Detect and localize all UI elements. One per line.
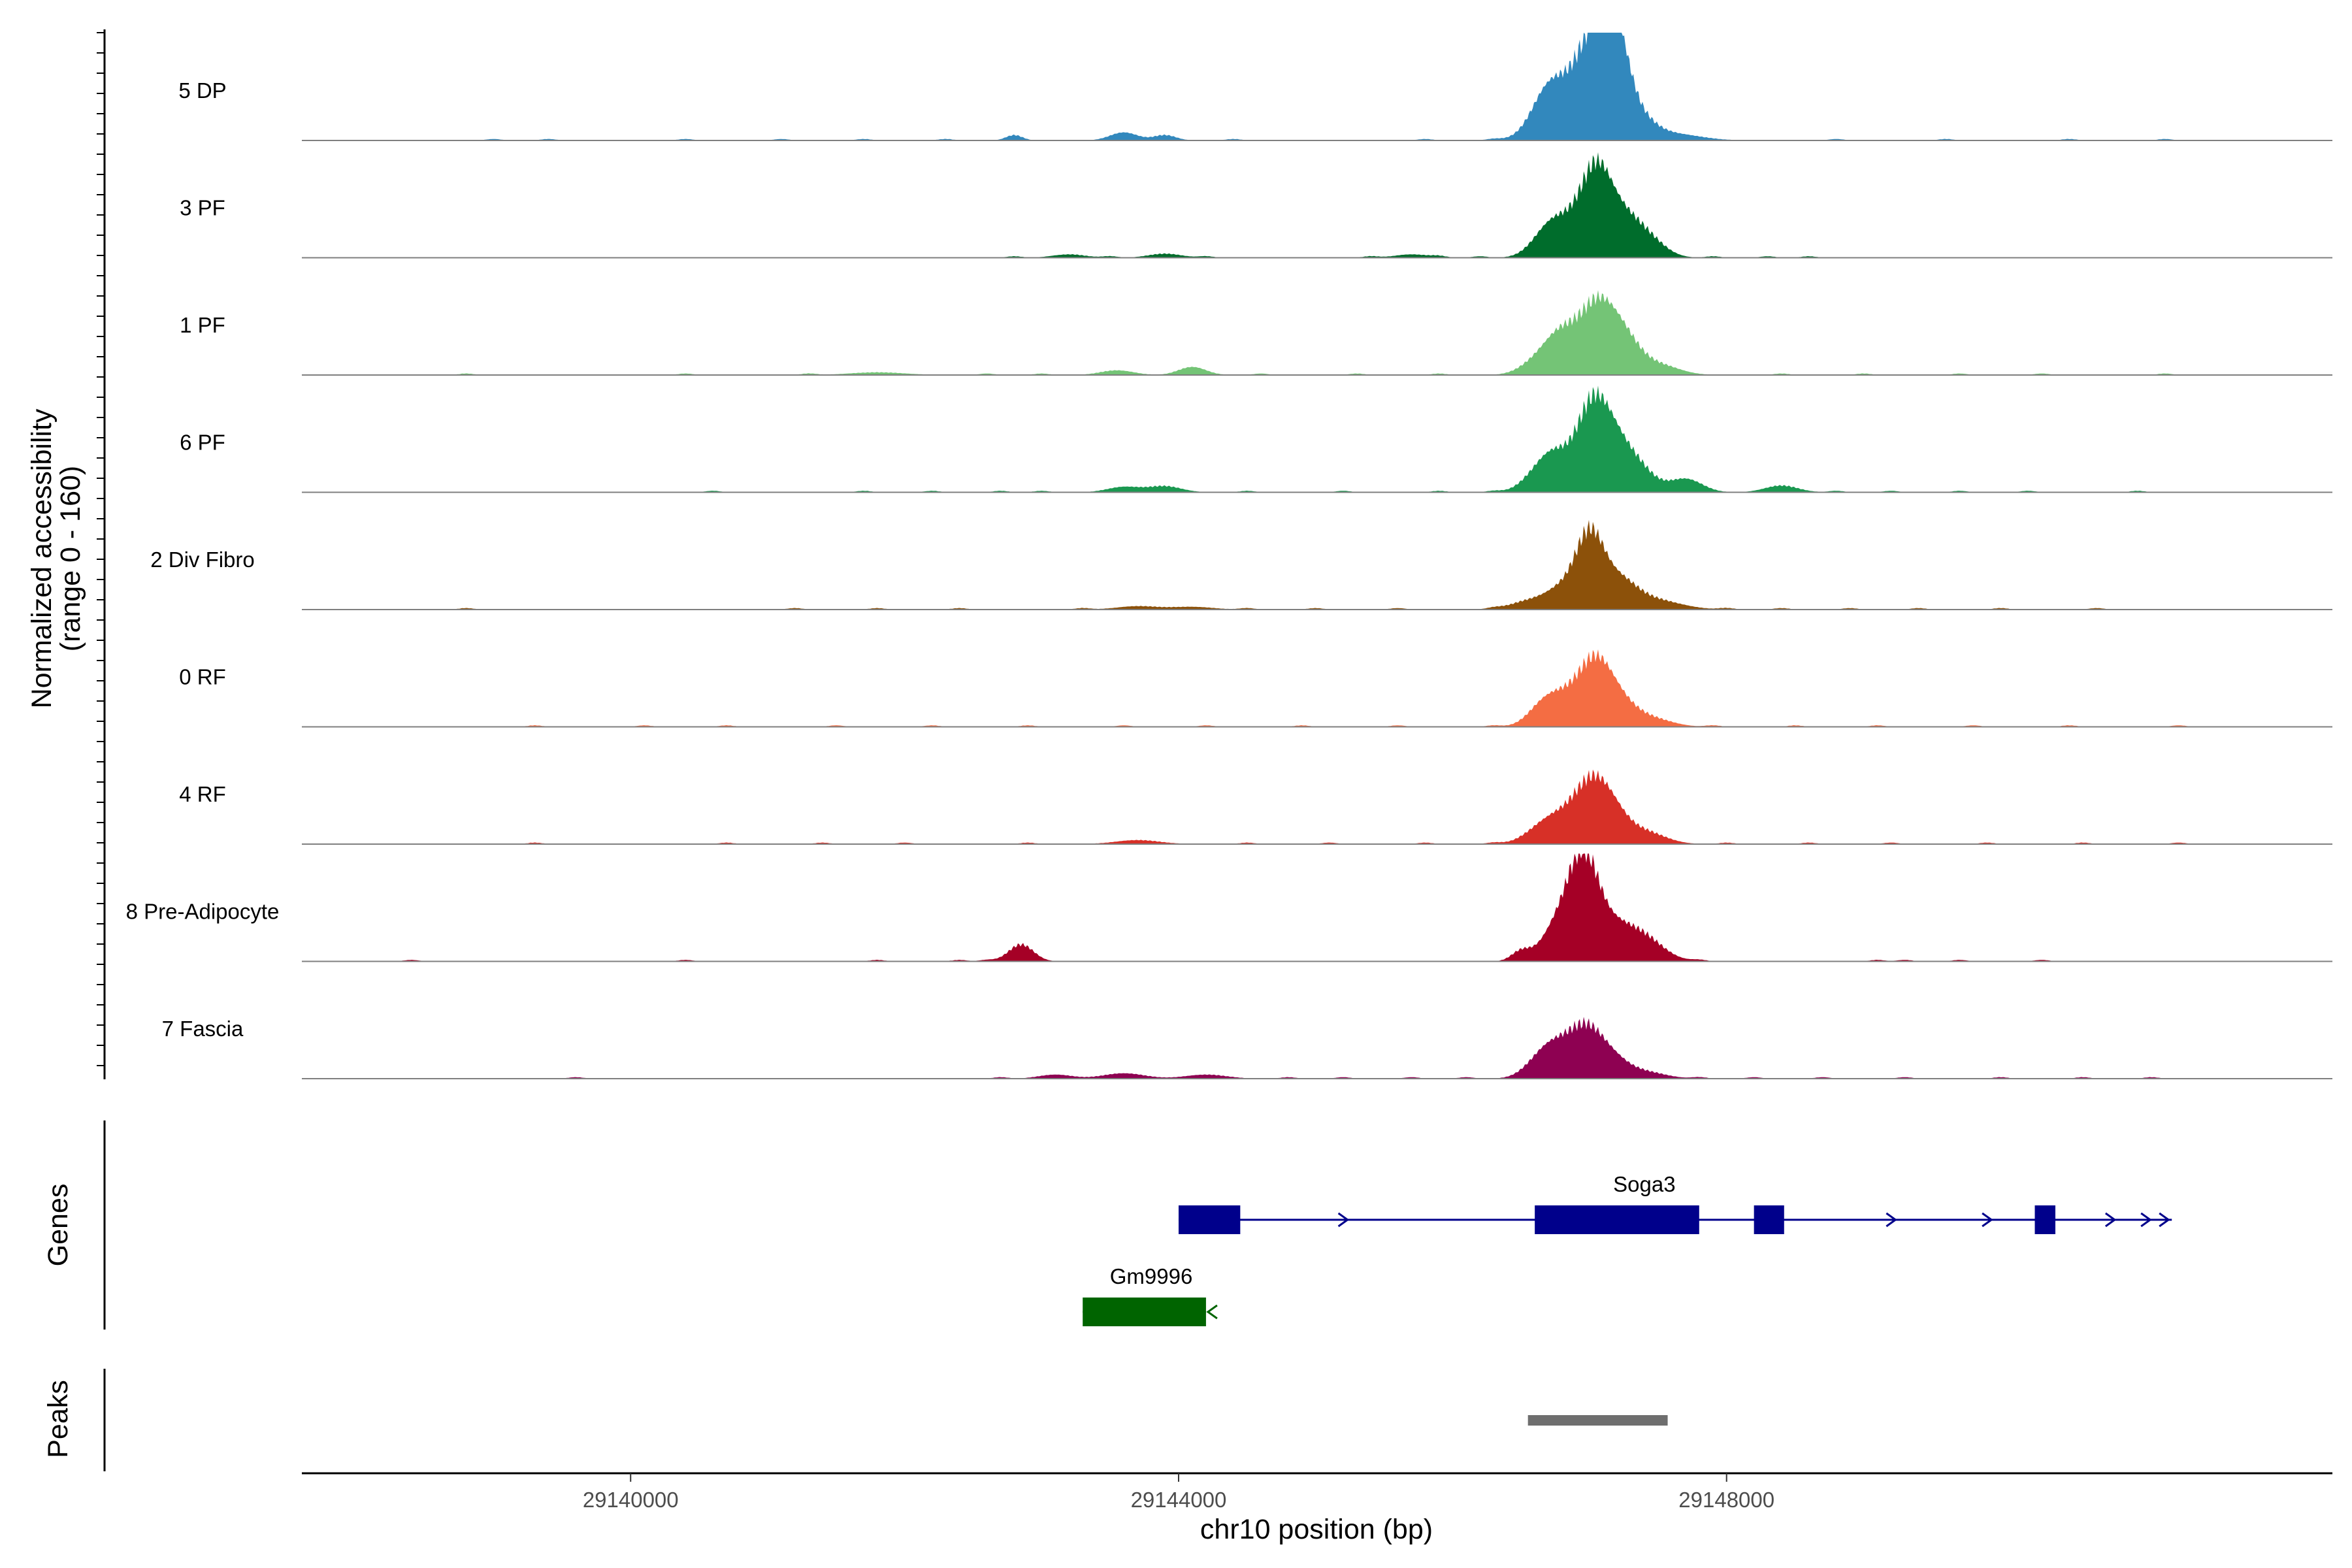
peak-regions bbox=[1527, 1415, 1668, 1426]
track-6-pf: 6 PF bbox=[180, 385, 2332, 493]
track-label: 5 DP bbox=[178, 78, 226, 103]
gene-soga3: Soga3 bbox=[1178, 1172, 2172, 1234]
track-0-rf: 0 RF bbox=[179, 649, 2332, 728]
y-minor-ticks bbox=[97, 32, 105, 1066]
gene-annotations: Soga3 Gm9996 bbox=[1083, 1172, 2172, 1326]
y-axis-label-line2: (range 0 - 160) bbox=[55, 466, 86, 651]
track-5-dp: 5 DP bbox=[178, 33, 2332, 141]
strand-arrow-icon bbox=[1337, 1212, 1350, 1228]
x-tick-label: 29148000 bbox=[1678, 1488, 1774, 1512]
track-label: 1 PF bbox=[180, 313, 225, 337]
track-label: 4 RF bbox=[179, 782, 226, 806]
peaks-panel-label: Peaks bbox=[42, 1380, 74, 1458]
track-label: 7 Fascia bbox=[162, 1017, 244, 1041]
gene-exon bbox=[2034, 1205, 2055, 1234]
x-tick-label: 29144000 bbox=[1131, 1488, 1227, 1512]
gene-exon bbox=[1754, 1205, 1784, 1234]
track-7-fascia: 7 Fascia bbox=[162, 1017, 2332, 1079]
track-label: 2 Div Fibro bbox=[150, 547, 255, 572]
y-axis-label-line1: Normalized accessibility bbox=[26, 408, 57, 708]
track-label: 0 RF bbox=[179, 665, 226, 689]
gene-gm9996: Gm9996 bbox=[1083, 1264, 1218, 1326]
gene-exon bbox=[1535, 1205, 1699, 1234]
track-coverage-area bbox=[302, 152, 2254, 258]
x-tick-label: 29140000 bbox=[583, 1488, 679, 1512]
strand-arrow-icon bbox=[2104, 1212, 2117, 1228]
track-label: 8 Pre-Adipocyte bbox=[126, 900, 280, 924]
y-axis-label: Normalized accessibility (range 0 - 160) bbox=[26, 408, 86, 708]
track-label: 6 PF bbox=[180, 431, 225, 455]
gene-label: Soga3 bbox=[1613, 1172, 1675, 1196]
track-3-pf: 3 PF bbox=[180, 152, 2332, 259]
track-coverage-area bbox=[302, 33, 2254, 140]
strand-arrow-icon bbox=[2159, 1212, 2170, 1228]
strand-arrow-icon bbox=[1886, 1212, 1897, 1228]
track-coverage-area bbox=[302, 853, 2254, 962]
track-2-div-fibro: 2 Div Fibro bbox=[150, 519, 2332, 610]
gene-label: Gm9996 bbox=[1110, 1264, 1193, 1288]
strand-arrow-icon bbox=[1206, 1304, 1218, 1320]
gene-exon bbox=[1178, 1205, 1241, 1234]
track-8-pre-adipocyte: 8 Pre-Adipocyte bbox=[126, 853, 2332, 962]
gene-exon bbox=[1083, 1298, 1206, 1326]
genes-panel-label: Genes bbox=[42, 1184, 74, 1267]
track-1-pf: 1 PF bbox=[180, 290, 2332, 376]
track-coverage-area bbox=[302, 1017, 2254, 1079]
track-4-rf: 4 RF bbox=[179, 769, 2332, 845]
x-axis-title: chr10 position (bp) bbox=[1200, 1514, 1433, 1545]
track-coverage-area bbox=[302, 385, 2254, 493]
track-label: 3 PF bbox=[180, 196, 225, 220]
track-coverage-area bbox=[302, 519, 2254, 610]
track-coverage-area bbox=[302, 769, 2254, 844]
track-coverage-area bbox=[302, 290, 2254, 375]
coverage-tracks: 5 DP 3 PF 1 PF 6 PF 2 Div Fibro 0 RF 4 RF 8 Pre… bbox=[126, 33, 2332, 1079]
strand-arrow-icon bbox=[2140, 1212, 2152, 1228]
track-coverage-area bbox=[302, 649, 2254, 727]
strand-arrow-icon bbox=[1982, 1212, 1993, 1228]
x-axis-ticks: 29140000 29144000 29148000 bbox=[583, 1473, 1774, 1512]
peak-region bbox=[1527, 1415, 1668, 1426]
